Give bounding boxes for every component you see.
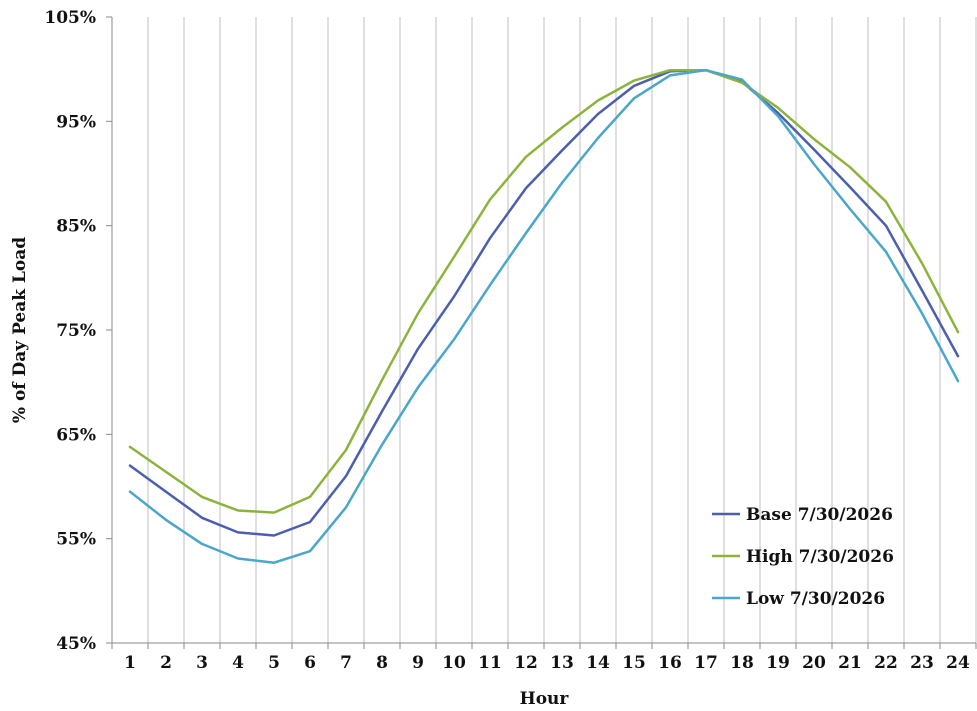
x-tick-label: 5 bbox=[268, 653, 280, 673]
x-tick-label: 11 bbox=[478, 653, 502, 673]
vertical-gridlines bbox=[147, 17, 977, 643]
y-tick-label: 75% bbox=[56, 321, 96, 341]
x-tick-label: 18 bbox=[730, 653, 754, 673]
x-tick-label: 2 bbox=[160, 653, 172, 673]
y-tick-label: 95% bbox=[56, 112, 96, 132]
x-tick-label: 3 bbox=[196, 653, 208, 673]
legend-label: Base 7/30/2026 bbox=[746, 505, 893, 525]
x-tick-label: 15 bbox=[622, 653, 646, 673]
y-tick-label: 45% bbox=[56, 634, 96, 654]
x-tick-label: 4 bbox=[232, 653, 244, 673]
x-tick-label: 9 bbox=[412, 653, 424, 673]
y-axis-ticks: 45% 55% 65% 75% 85% 95% 105% bbox=[44, 8, 112, 654]
x-axis-ticks: 1 2 3 4 5 6 7 8 9 10 11 12 13 14 15 16 17 18 19 20 21 22 23 24 bbox=[111, 643, 977, 673]
x-tick-label: 21 bbox=[838, 653, 862, 673]
series-line-base bbox=[128, 68, 960, 537]
x-tick-label: 24 bbox=[946, 653, 970, 673]
legend-label: Low 7/30/2026 bbox=[746, 589, 885, 609]
x-tick-label: 23 bbox=[910, 653, 934, 673]
x-tick-label: 16 bbox=[658, 653, 682, 673]
x-tick-label: 7 bbox=[340, 653, 352, 673]
x-tick-label: 6 bbox=[304, 653, 316, 673]
y-tick-label: 65% bbox=[56, 425, 96, 445]
x-tick-label: 20 bbox=[802, 653, 826, 673]
x-tick-label: 19 bbox=[766, 653, 790, 673]
x-tick-label: 13 bbox=[550, 653, 574, 673]
series-line-high bbox=[128, 68, 960, 514]
series-line-low bbox=[128, 68, 960, 564]
x-tick-label: 17 bbox=[694, 653, 718, 673]
x-tick-label: 12 bbox=[514, 653, 538, 673]
x-tick-label: 10 bbox=[442, 653, 466, 673]
y-tick-label: 105% bbox=[44, 8, 96, 28]
x-tick-label: 22 bbox=[874, 653, 898, 673]
x-axis-title: Hour bbox=[520, 689, 570, 709]
y-axis-title: % of Day Peak Load bbox=[10, 237, 30, 423]
legend-label: High 7/30/2026 bbox=[746, 547, 894, 567]
x-tick-label: 1 bbox=[124, 653, 136, 673]
y-tick-label: 85% bbox=[56, 217, 96, 237]
x-tick-label: 8 bbox=[376, 653, 388, 673]
legend: Base 7/30/2026 High 7/30/2026 Low 7/30/202… bbox=[712, 505, 894, 609]
series-lines bbox=[128, 68, 960, 564]
x-tick-label: 14 bbox=[586, 653, 610, 673]
y-tick-label: 55% bbox=[56, 530, 96, 550]
